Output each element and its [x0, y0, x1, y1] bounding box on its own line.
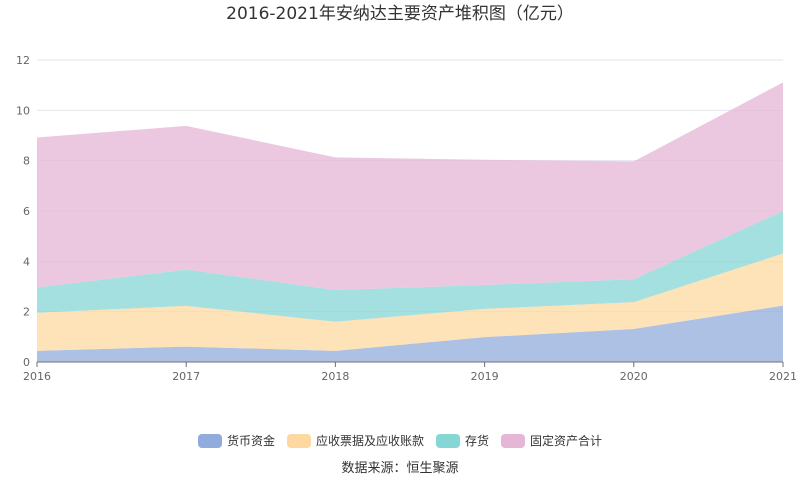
legend-swatch [198, 434, 222, 448]
legend-item-2[interactable]: 应收票据及应收账款 [287, 433, 424, 448]
legend-label: 存货 [465, 433, 489, 448]
area-series-4 [37, 82, 783, 291]
legend-swatch [287, 434, 311, 448]
legend: 货币资金 应收票据及应收账款 存货 固定资产合计 [198, 433, 602, 448]
legend-item-3[interactable]: 存货 [436, 433, 489, 448]
x-tick-label: 2021 [769, 370, 797, 383]
y-tick-label: 10 [16, 104, 30, 117]
legend-item-1[interactable]: 货币资金 [198, 433, 275, 448]
data-source: 数据来源：恒生聚源 [341, 461, 458, 476]
area-series-1 [37, 305, 783, 362]
legend-label: 固定资产合计 [530, 433, 602, 448]
legend-swatch [501, 434, 525, 448]
x-tick-label: 2020 [620, 370, 648, 383]
area-series-3 [37, 211, 783, 322]
y-tick-label: 6 [23, 205, 30, 218]
axes: 0 2 4 6 8 10 12 2016 2017 2018 2019 2020 2021 [16, 54, 797, 383]
area-series-2 [37, 253, 783, 351]
x-tick-label: 2017 [172, 370, 200, 383]
y-tick-label: 12 [16, 54, 30, 67]
y-tick-label: 2 [23, 306, 30, 319]
legend-label: 应收票据及应收账款 [316, 433, 424, 448]
y-tick-label: 0 [23, 356, 30, 369]
x-tick-label: 2016 [23, 370, 51, 383]
y-tick-label: 8 [23, 155, 30, 168]
x-tick-label: 2018 [321, 370, 349, 383]
area-series-layer [37, 82, 783, 362]
y-tick-label: 4 [23, 255, 30, 268]
legend-item-4[interactable]: 固定资产合计 [501, 433, 602, 448]
legend-label: 货币资金 [227, 433, 275, 448]
chart-title: 2016-2021年安纳达主要资产堆积图（亿元） [226, 4, 574, 24]
legend-swatch [436, 434, 460, 448]
x-tick-label: 2019 [471, 370, 499, 383]
